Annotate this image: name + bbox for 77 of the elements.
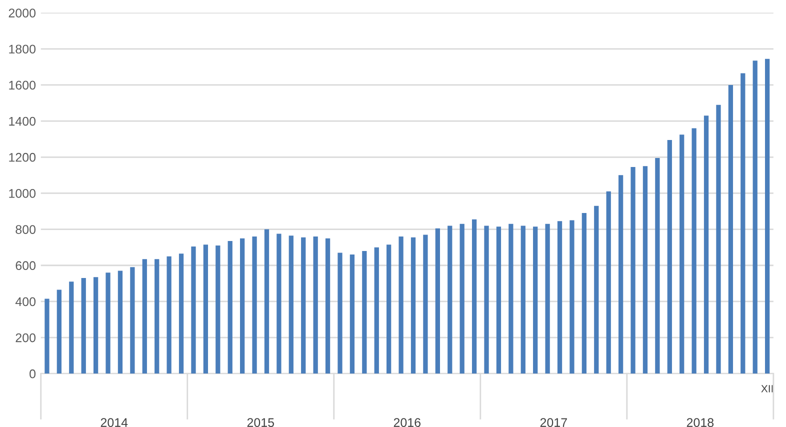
bar: [642, 166, 648, 374]
y-tick-label: 0: [30, 369, 36, 378]
bar: [252, 236, 257, 374]
bar: [533, 226, 538, 374]
bar: [728, 84, 734, 374]
bar: [752, 60, 758, 374]
bar: [142, 259, 147, 374]
bar: [423, 234, 428, 374]
bar: [106, 272, 110, 374]
bar: [288, 236, 294, 374]
bar: [582, 213, 586, 374]
text: 2018: [686, 418, 714, 427]
bar: [118, 270, 123, 374]
bar: [570, 220, 574, 374]
bar: [716, 104, 721, 374]
y-tick-label: 1600: [9, 80, 36, 90]
y-tick-label: 1000: [9, 189, 36, 198]
bar: [557, 221, 562, 374]
y-tick-label: 400: [15, 297, 36, 306]
y-tick-label: 200: [16, 333, 36, 342]
x-tick-label: XII: [761, 385, 773, 392]
y-tick-label: 800: [16, 225, 36, 234]
bar: [704, 116, 709, 374]
bar: [301, 237, 306, 374]
bar: [460, 224, 464, 374]
y-tick-label: 1800: [9, 44, 36, 54]
bar: [410, 237, 416, 374]
bar: [56, 290, 62, 374]
bar: [508, 224, 514, 374]
bar: [496, 226, 502, 374]
y-tick-label: 600: [16, 261, 36, 270]
bar: [338, 252, 342, 374]
bar: [606, 191, 611, 374]
bar: [484, 226, 489, 374]
bar: [618, 175, 624, 374]
bar: [680, 134, 684, 374]
bar: [374, 247, 379, 374]
bar: [240, 238, 245, 374]
bar: [630, 167, 636, 374]
bar: [545, 224, 550, 374]
bar: [276, 234, 282, 374]
text: 2017: [540, 418, 567, 427]
bar: [398, 236, 404, 374]
bar: [765, 58, 770, 374]
bar: [435, 228, 440, 374]
bar: [594, 206, 599, 374]
bar: [69, 282, 74, 374]
y-tick-label: 1200: [9, 152, 36, 162]
text: 2015: [247, 418, 274, 427]
bar: [93, 277, 98, 374]
bar: [154, 259, 160, 374]
y-tick-label: 1400: [9, 116, 36, 126]
text: 2016: [394, 418, 421, 427]
bar: [264, 229, 270, 374]
bar: [350, 254, 355, 374]
bar: [191, 246, 196, 374]
bar: [362, 250, 367, 374]
bar: [692, 128, 696, 374]
bar: [655, 158, 660, 374]
bar: [166, 256, 172, 374]
bar: [448, 226, 452, 374]
bar: [203, 244, 208, 374]
bar: [216, 246, 220, 374]
bar: [228, 241, 232, 374]
text: 2014: [100, 418, 128, 427]
bar: [520, 226, 526, 374]
bar: [313, 236, 318, 374]
bar: [325, 238, 330, 374]
bar: [472, 219, 477, 374]
bar: [386, 244, 392, 374]
bar: [44, 298, 50, 374]
bar: [178, 254, 184, 374]
y-tick-label: 2000: [8, 8, 36, 18]
bar: [130, 267, 135, 374]
bar: [667, 140, 672, 374]
bar: [740, 73, 746, 374]
bar: [81, 278, 86, 374]
